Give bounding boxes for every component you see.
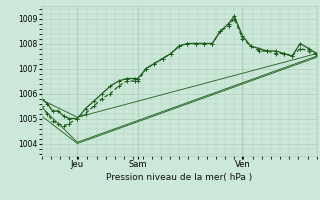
X-axis label: Pression niveau de la mer( hPa ): Pression niveau de la mer( hPa )	[106, 173, 252, 182]
